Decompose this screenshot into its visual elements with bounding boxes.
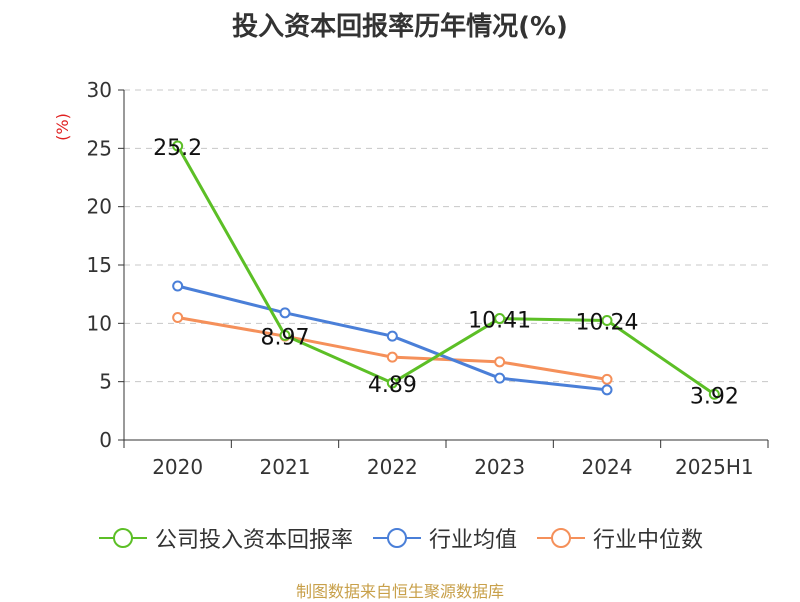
legend-label-industry-median: 行业中位数 [593, 528, 704, 553]
legend-label-industry-mean: 行业均值 [428, 528, 517, 553]
data-point [601, 315, 613, 327]
chart-title: 投入资本回报率历年情况(%) [232, 12, 568, 42]
data-label: 4.89 [368, 373, 417, 398]
x-tick-label: 2020 [152, 455, 203, 479]
data-point [494, 313, 506, 325]
data-point [172, 312, 184, 323]
x-tick-label: 2024 [582, 455, 633, 479]
data-label: 8.97 [261, 325, 310, 350]
y-tick-label: 10 [87, 311, 112, 335]
y-tick-label: 0 [99, 428, 112, 452]
y-tick-label: 15 [87, 253, 112, 277]
data-point [279, 307, 291, 319]
data-point [172, 280, 184, 292]
legend-marker-company [98, 528, 147, 548]
data-point [601, 384, 613, 396]
y-axis-label: (%) [53, 113, 72, 141]
legend-item-industry-mean[interactable]: 行业均值 [371, 522, 517, 554]
y-tick-label: 30 [87, 78, 112, 102]
data-point [279, 329, 291, 341]
x-tick-label: 2022 [367, 455, 418, 479]
legend-label-company: 公司投入资本回报率 [154, 528, 353, 553]
y-tick-label: 25 [87, 136, 112, 160]
legend: 公司投入资本回报率 行业均值 行业中位数 [0, 520, 800, 556]
legend-marker-industry-mean [372, 528, 421, 548]
y-tick-label: 5 [99, 370, 112, 394]
series-line [176, 145, 716, 396]
data-point [172, 140, 184, 152]
data-label: 10.41 [468, 309, 531, 334]
data-point [601, 373, 613, 385]
data-label: 3.92 [690, 384, 739, 409]
data-point [708, 388, 720, 400]
data-point [386, 330, 398, 342]
data-point [386, 377, 398, 389]
data-point [494, 372, 506, 384]
x-tick-label: 2025H1 [675, 455, 754, 479]
data-label: 10.24 [576, 311, 639, 336]
data-point [386, 351, 398, 363]
source-note: 制图数据来自恒生聚源数据库 [295, 582, 504, 601]
data-point [494, 356, 506, 368]
legend-item-company[interactable]: 公司投入资本回报率 [97, 522, 353, 554]
legend-marker-industry-median [537, 528, 585, 548]
x-tick-label: 2021 [260, 455, 311, 479]
y-tick-label: 20 [87, 195, 112, 219]
series-line [177, 316, 608, 381]
data-label: 25.2 [153, 136, 202, 161]
x-tick-label: 2023 [474, 455, 525, 479]
legend-item-industry-median[interactable]: 行业中位数 [535, 522, 703, 554]
